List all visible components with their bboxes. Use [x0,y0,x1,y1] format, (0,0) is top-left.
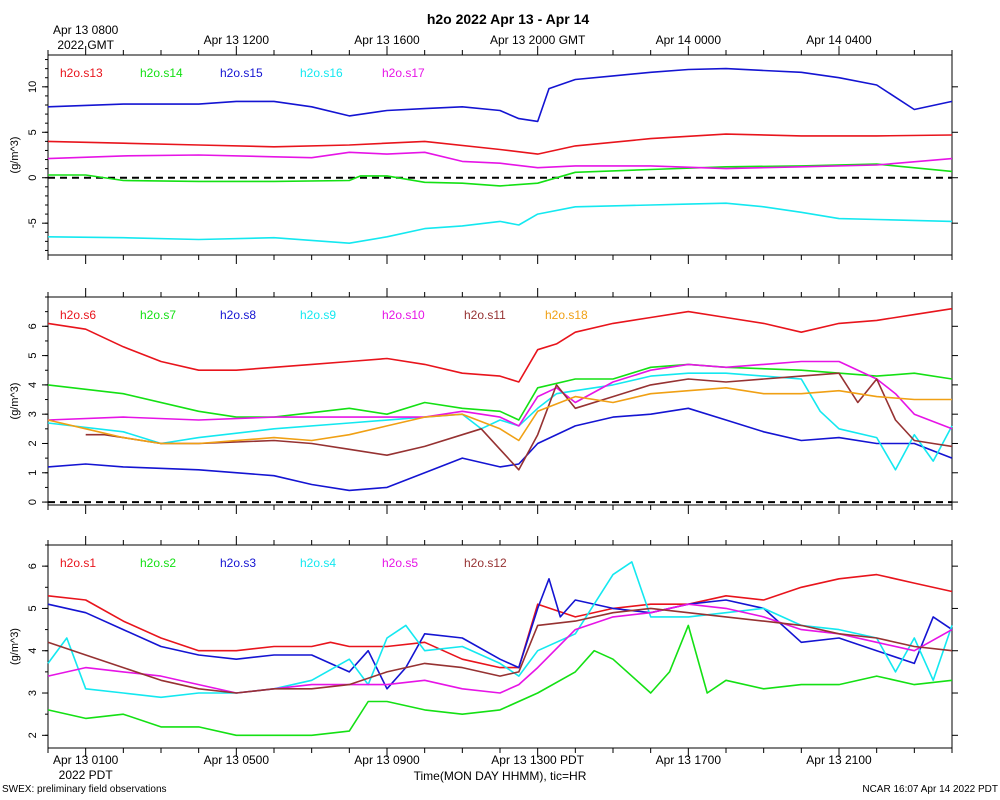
bottom-axis-label: Apr 13 0500 [204,753,270,767]
top-axis-label: Apr 14 0000 [656,33,722,47]
legend-h2o.s1: h2o.s1 [60,556,96,570]
top-axis-label: Apr 13 2000 GMT [490,33,586,47]
top-axis-label-line2: 2022 GMT [57,38,114,52]
series-line-h2o.s15 [47,67,953,123]
y-tick-label: 5 [27,129,39,135]
panel-1: -5 0 5 10 (g/m^3) h2o.s13 h2o.s14 h2o.s15 h2o.s1… [9,46,958,264]
x-axis-label: Time(MON DAY HHMM), tic=HR [414,769,587,783]
y-tick-label: 0 [27,175,39,181]
series-line-h2o.s12 [47,607,953,694]
top-axis-label: Apr 13 1200 [204,33,270,47]
y-tick-label: 6 [27,323,39,329]
y-tick-label: 4 [27,382,39,388]
y-tick-label: 2 [27,440,39,446]
legend-h2o.s16: h2o.s16 [300,66,343,80]
bottom-axis-label: Apr 13 2100 [806,753,872,767]
y-tick-label: 6 [27,563,39,569]
footer-left: SWEX: preliminary field observations [2,784,167,795]
top-axis-label: Apr 13 1600 [354,33,420,47]
y-axis-label: (g/m^3) [9,628,21,665]
legend-h2o.s14: h2o.s14 [140,66,183,80]
series-line-h2o.s18 [47,386,952,445]
legend-h2o.s9: h2o.s9 [300,308,336,322]
y-tick-label: 2 [27,732,39,738]
legend-h2o.s8: h2o.s8 [220,308,256,322]
y-tick-label: 0 [27,499,39,505]
legend-h2o.s2: h2o.s2 [140,556,176,570]
y-tick-label: 10 [27,81,39,93]
series-line-h2o.s9 [47,372,953,471]
series-line-h2o.s4 [47,561,953,699]
series-line-h2o.s7 [47,363,953,421]
panel-3: 2 3 4 5 6 (g/m^3) h2o.s1 h2o.s2 h2o.s3 h2o.s4 h2o.… [9,536,958,757]
series-line-h2o.s10 [47,360,953,430]
bottom-axis-label: Apr 13 0100 [53,753,119,767]
footer-right: NCAR 16:07 Apr 14 2022 PDT [862,784,998,795]
y-tick-label: -5 [27,218,39,228]
series-line-h2o.s17 [47,151,953,170]
series-line-h2o.s1 [47,573,953,669]
legend-h2o.s15: h2o.s15 [220,66,263,80]
panel-2: 0 1 2 3 4 5 6 (g/m^3) h2o.s6 h2o.s7 h2o.s8 h2o.s9 h2… [9,288,958,514]
legend-h2o.s13: h2o.s13 [60,66,103,80]
series-line-h2o.s5 [47,603,953,694]
series-line-h2o.s14 [48,163,953,187]
legend-h2o.s18: h2o.s18 [545,308,588,322]
top-axis-label: Apr 13 0800 [53,23,119,37]
panel-frame [47,544,953,749]
legend-h2o.s11: h2o.s11 [464,308,506,322]
chart-title: h2o 2022 Apr 13 - Apr 14 [427,11,590,27]
legend-h2o.s3: h2o.s3 [220,556,256,570]
y-tick-label: 1 [27,470,39,476]
series-line-h2o.s13 [47,133,953,155]
series-line-h2o.s2 [47,624,953,737]
series-line-h2o.s3 [47,577,953,690]
y-tick-label: 5 [27,353,39,359]
y-axis-label: (g/m^3) [9,383,21,420]
y-tick-label: 3 [27,690,39,696]
bottom-axis-label: Apr 13 0900 [354,753,420,767]
legend-h2o.s5: h2o.s5 [382,556,418,570]
bottom-axis-label: Apr 13 1300 PDT [491,753,584,767]
y-tick-label: 4 [27,648,39,654]
top-axis-label: Apr 14 0400 [806,33,872,47]
y-tick-label: 3 [27,411,39,417]
legend-h2o.s6: h2o.s6 [60,308,96,322]
legend-h2o.s4: h2o.s4 [300,556,336,570]
bottom-axis-label-line2: 2022 PDT [59,768,114,782]
legend-h2o.s10: h2o.s10 [382,308,425,322]
legend-h2o.s12: h2o.s12 [464,556,507,570]
series-line-h2o.s6 [47,307,953,383]
series-line-h2o.s11 [85,372,953,471]
series-line-h2o.s16 [47,202,953,244]
y-tick-label: 5 [27,605,39,611]
legend-h2o.s7: h2o.s7 [140,308,176,322]
bottom-axis-label: Apr 13 1700 [656,753,722,767]
legend-h2o.s17: h2o.s17 [382,66,425,80]
y-axis-label: (g/m^3) [9,137,21,174]
